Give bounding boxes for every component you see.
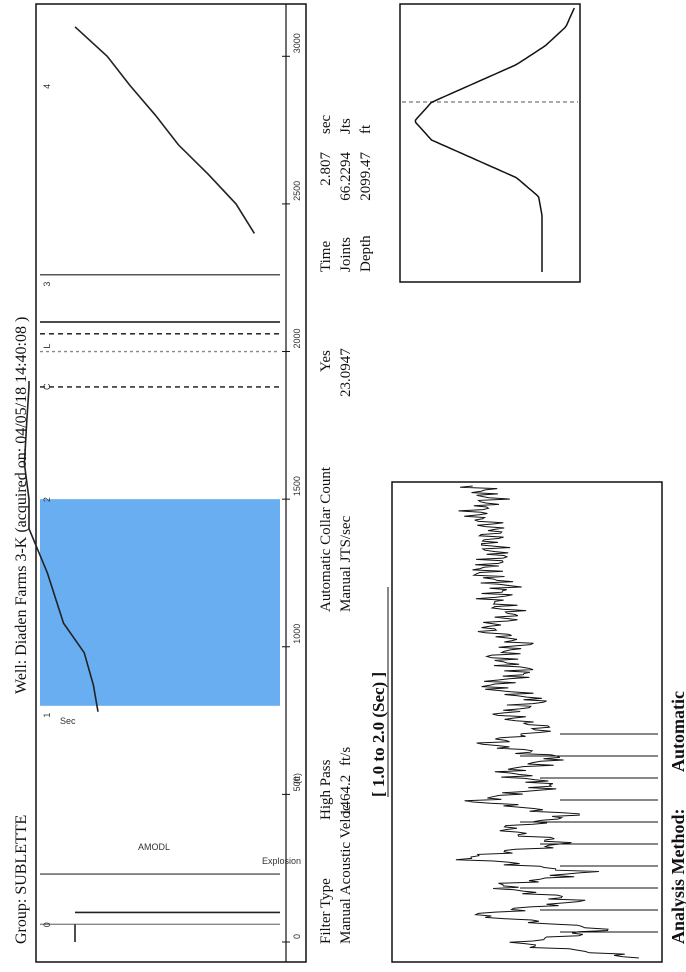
auto-collar-label: Automatic Collar Count xyxy=(318,466,334,612)
pulse-frame xyxy=(399,3,581,283)
joints-value: 66.2294 xyxy=(338,152,354,201)
marker-C: C xyxy=(42,383,52,390)
interval-markers: 0 1 2 C L 3 4 xyxy=(42,84,52,927)
main-trace xyxy=(23,26,280,942)
waveform-frame xyxy=(391,481,663,963)
manual-velocity-label: Manual Acoustic Veloc xyxy=(338,804,354,944)
manual-velocity-unit: ft/s xyxy=(338,747,354,766)
waveform-line xyxy=(455,485,639,959)
tick-label-3000: 3000 xyxy=(292,33,302,53)
marker-1: 1 xyxy=(42,713,52,718)
main-plot-frame xyxy=(35,3,307,963)
joints-label: Joints xyxy=(338,237,354,272)
marker-lines xyxy=(40,274,280,925)
amodl-label: AMODL xyxy=(138,842,170,852)
axis-unit-label: (ft) xyxy=(292,773,302,784)
marker-2: 2 xyxy=(42,497,52,502)
analysis-method-value: Automatic xyxy=(668,691,686,772)
marker-0: 0 xyxy=(42,922,52,927)
axis-ticks: 0 500 1000 1500 2000 2500 3000 xyxy=(282,33,302,943)
auto-collar-value: Yes xyxy=(318,350,334,372)
tick-label-500: 500 xyxy=(292,776,302,791)
group-label: Group: SUBLETTE xyxy=(13,815,30,944)
tick-label-0: 0 xyxy=(292,934,302,939)
time-unit: sec xyxy=(318,115,334,134)
tick-label-2000: 2000 xyxy=(292,328,302,348)
tick-label-1000: 1000 xyxy=(292,624,302,644)
sec-label: Sec xyxy=(60,716,76,726)
filter-type-value: High Pass xyxy=(318,759,334,820)
analysis-method-label: Analysis Method: xyxy=(668,808,686,944)
explosion-label: Explosion xyxy=(262,856,301,866)
pulse-line xyxy=(414,7,575,272)
manual-jts-value: 23.0947 xyxy=(338,348,354,397)
depth-value: 2099.47 xyxy=(358,152,374,201)
pulse-trace xyxy=(414,7,575,272)
highlight-band xyxy=(40,499,280,706)
marker-3: 3 xyxy=(42,282,52,287)
depth-label: Depth xyxy=(358,235,374,272)
time-value: 2.807 xyxy=(318,152,334,186)
interval-label: [ 1.0 to 2.0 (Sec) ] xyxy=(369,672,388,797)
tick-label-2500: 2500 xyxy=(292,181,302,201)
depth-unit: ft xyxy=(358,124,374,134)
marker-L: L xyxy=(42,344,52,349)
joints-unit: Jts xyxy=(338,118,354,134)
well-label: Well: Diaden Farms 3-K (acquired on: 04/… xyxy=(13,317,30,694)
filter-type-label: Filter Type xyxy=(318,878,334,944)
time-label: Time xyxy=(318,241,334,272)
waveform-trace xyxy=(455,485,639,959)
trace-segment-1 xyxy=(23,381,99,712)
highlight-region xyxy=(40,499,280,706)
marker-4: 4 xyxy=(42,84,52,89)
trace-segment-2 xyxy=(74,26,256,234)
waveform-spikes xyxy=(520,733,658,933)
tick-label-1500: 1500 xyxy=(292,476,302,496)
manual-velocity-value: 1464.2 xyxy=(338,775,354,816)
manual-jts-label: Manual JTS/sec xyxy=(338,515,354,612)
